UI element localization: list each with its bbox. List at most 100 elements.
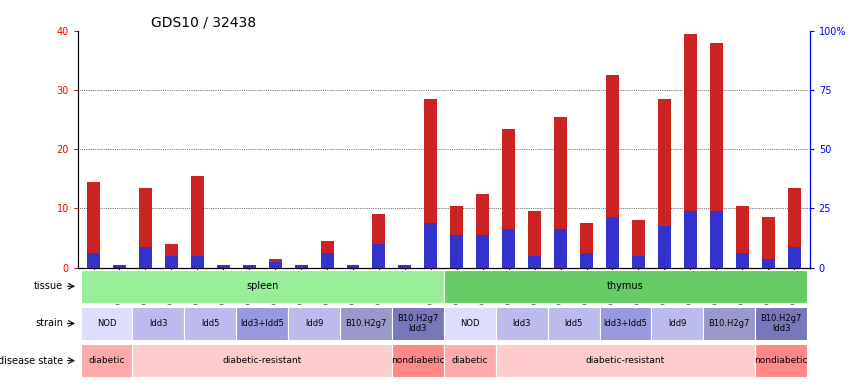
Bar	[268, 259, 281, 268]
Text: strain: strain	[36, 319, 63, 329]
Bar	[599, 307, 651, 340]
Bar	[554, 117, 567, 268]
Bar	[762, 217, 775, 268]
Bar	[346, 265, 359, 268]
Bar	[788, 247, 801, 268]
Text: B10.H2g7
ldd3: B10.H2g7 ldd3	[760, 314, 802, 333]
Bar	[81, 344, 132, 377]
Bar	[450, 235, 463, 268]
Bar	[216, 265, 229, 268]
Bar	[547, 307, 599, 340]
Bar	[340, 307, 392, 340]
Bar	[165, 244, 178, 268]
Bar	[398, 265, 411, 268]
Text: ldd9: ldd9	[669, 319, 687, 328]
Bar	[242, 265, 255, 268]
Bar	[320, 253, 333, 268]
Bar	[113, 265, 126, 268]
Text: NOD: NOD	[97, 319, 116, 328]
Bar	[242, 265, 255, 268]
Bar	[132, 344, 392, 377]
Bar	[320, 241, 333, 268]
Bar	[443, 269, 807, 303]
Bar	[139, 247, 152, 268]
Bar	[502, 229, 515, 268]
Text: B10.H2g7
ldd3: B10.H2g7 ldd3	[397, 314, 438, 333]
Bar	[755, 307, 807, 340]
Text: diabetic: diabetic	[88, 356, 125, 365]
Bar	[755, 344, 807, 377]
Bar	[294, 265, 307, 268]
Bar	[632, 256, 645, 268]
Bar	[191, 256, 204, 268]
Bar	[476, 235, 489, 268]
Bar	[736, 205, 749, 268]
Bar	[476, 194, 489, 268]
Bar	[165, 256, 178, 268]
Bar	[658, 99, 671, 268]
Bar	[495, 307, 547, 340]
Bar	[684, 34, 697, 268]
Bar	[236, 307, 288, 340]
Text: thymus: thymus	[607, 281, 643, 291]
Bar	[392, 307, 443, 340]
Text: ldd9: ldd9	[305, 319, 323, 328]
Bar	[87, 182, 100, 268]
Text: nondiabetic: nondiabetic	[391, 356, 444, 365]
Bar	[528, 211, 541, 268]
Bar	[502, 128, 515, 268]
Bar	[606, 217, 619, 268]
Bar	[346, 265, 359, 268]
Bar	[632, 220, 645, 268]
Bar	[81, 269, 443, 303]
Bar	[113, 265, 126, 268]
Bar	[450, 205, 463, 268]
Bar	[184, 307, 236, 340]
Bar	[443, 344, 495, 377]
Text: diabetic-resistant: diabetic-resistant	[223, 356, 302, 365]
Bar	[392, 344, 443, 377]
Text: B10.H2g7: B10.H2g7	[346, 319, 386, 328]
Bar	[710, 211, 723, 268]
Bar	[216, 265, 229, 268]
Bar	[580, 223, 593, 268]
Bar	[736, 253, 749, 268]
Bar	[658, 226, 671, 268]
Bar	[684, 211, 697, 268]
Bar	[132, 307, 184, 340]
Bar	[398, 265, 411, 268]
Text: disease state: disease state	[0, 356, 63, 366]
Bar	[424, 99, 437, 268]
Text: NOD: NOD	[460, 319, 480, 328]
Text: GDS10 / 32438: GDS10 / 32438	[152, 16, 256, 30]
Text: ldd3+ldd5: ldd3+ldd5	[604, 319, 648, 328]
Text: spleen: spleen	[246, 281, 278, 291]
Bar	[443, 307, 495, 340]
Text: ldd5: ldd5	[201, 319, 219, 328]
Bar	[294, 265, 307, 268]
Bar	[268, 262, 281, 268]
Bar	[580, 253, 593, 268]
Bar	[710, 43, 723, 268]
Text: ldd3: ldd3	[149, 319, 168, 328]
Bar	[606, 75, 619, 268]
Text: tissue: tissue	[34, 281, 63, 291]
Text: ldd3+ldd5: ldd3+ldd5	[240, 319, 284, 328]
Bar	[81, 307, 132, 340]
Bar	[191, 176, 204, 268]
Text: diabetic-resistant: diabetic-resistant	[585, 356, 665, 365]
Text: nondiabetic: nondiabetic	[754, 356, 808, 365]
Text: diabetic: diabetic	[451, 356, 488, 365]
Bar	[139, 188, 152, 268]
Bar	[788, 188, 801, 268]
Text: B10.H2g7: B10.H2g7	[708, 319, 750, 328]
Text: ldd5: ldd5	[565, 319, 583, 328]
Bar	[528, 256, 541, 268]
Bar	[651, 307, 703, 340]
Bar	[87, 253, 100, 268]
Bar	[288, 307, 340, 340]
Bar	[762, 259, 775, 268]
Bar	[372, 244, 385, 268]
Bar	[554, 229, 567, 268]
Bar	[703, 307, 755, 340]
